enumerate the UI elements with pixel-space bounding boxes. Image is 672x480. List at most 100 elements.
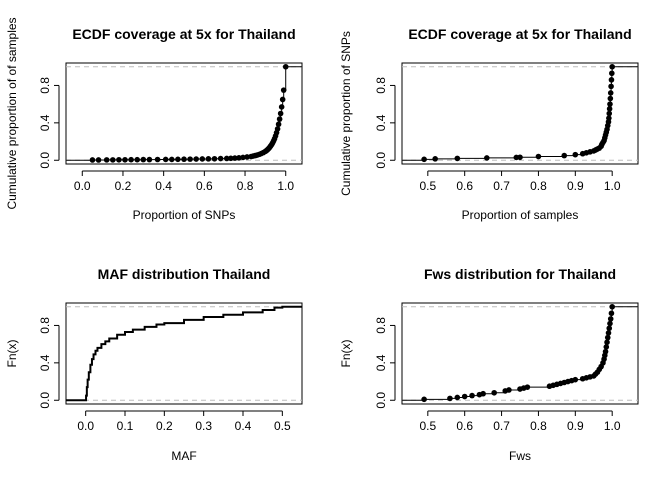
y-tick-label: 0.0 — [374, 392, 388, 409]
ecdf-step-line — [66, 305, 302, 402]
data-point — [134, 156, 141, 163]
y-axis-label: Cumulative proportion of of samples — [5, 17, 19, 209]
y-tick-label: 0.0 — [38, 152, 52, 169]
data-point — [606, 106, 613, 112]
x-tick-label: 0.2 — [156, 419, 173, 433]
data-point — [276, 116, 283, 122]
data-point — [187, 156, 193, 162]
data-point — [461, 393, 468, 400]
y-tick-label: 0.0 — [374, 152, 388, 169]
data-point — [140, 156, 147, 163]
y-axis-label: Cumulative proportion of SNPs — [339, 31, 353, 196]
data-point — [607, 320, 613, 327]
data-point — [447, 395, 453, 402]
x-tick-label: 1.0 — [604, 179, 621, 193]
x-axis-label: Proportion of samples — [462, 208, 579, 222]
data-point — [162, 156, 169, 163]
data-point — [480, 390, 486, 397]
data-point — [211, 155, 218, 162]
y-tick-label: 0.4 — [38, 114, 52, 131]
panel-fws-distribution: Fws distribution for Thailand 0.5 0.6 0.7 0.… — [339, 266, 639, 463]
x-tick-label: 0.7 — [493, 419, 510, 433]
data-point — [454, 155, 461, 162]
data-point — [607, 90, 614, 96]
data-point — [469, 392, 475, 399]
x-tick-label: 0.4 — [155, 179, 172, 193]
data-point — [181, 156, 187, 163]
data-point — [572, 376, 579, 383]
chart-title: ECDF coverage at 5x for Thailand — [72, 26, 295, 42]
x-axis-label: MAF — [171, 449, 196, 463]
x-tick-label: 0.8 — [237, 179, 254, 193]
data-point — [274, 126, 281, 132]
data-point — [240, 154, 246, 161]
panel-maf-distribution: MAF distribution Thailand 0.0 0.1 0.2 0.3 0.4… — [5, 266, 303, 463]
data-point — [275, 121, 282, 128]
data-point — [607, 95, 614, 102]
y-axis-label: Fn(x) — [339, 340, 353, 368]
data-point — [605, 330, 612, 336]
data-point — [193, 156, 200, 162]
data-point — [421, 156, 427, 163]
data-point — [227, 155, 234, 162]
x-tick-label: 0.1 — [117, 419, 134, 433]
data-point — [603, 344, 610, 350]
x-tick-label: 0.6 — [456, 179, 473, 193]
data-point — [606, 110, 613, 117]
plot-frame — [401, 302, 639, 405]
y-tick-label: 0.8 — [38, 317, 52, 334]
data-point — [572, 151, 579, 158]
y-tick-label: 0.0 — [38, 392, 52, 409]
data-point — [517, 154, 523, 161]
x-tick-label: 0.6 — [196, 179, 213, 193]
x-tick-label: 0.2 — [115, 179, 132, 193]
x-tick-label: 0.0 — [77, 419, 94, 433]
data-point — [421, 396, 427, 403]
data-point — [116, 156, 122, 163]
data-point — [608, 310, 615, 317]
y-tick-label: 0.8 — [374, 317, 388, 334]
panel-ecdf-samples: ECDF coverage at 5x for Thailand 0.5 0.6 0.… — [339, 26, 639, 222]
plot-frame — [65, 62, 303, 165]
data-point — [535, 153, 542, 160]
x-tick-label: 0.8 — [530, 419, 547, 433]
data-point — [280, 87, 287, 93]
data-point — [607, 316, 614, 322]
x-tick-label: 0.0 — [74, 179, 91, 193]
data-point — [432, 156, 438, 162]
data-point — [608, 83, 614, 90]
data-point — [607, 101, 613, 107]
data-point — [604, 339, 610, 346]
y-tick-label: 0.8 — [38, 77, 52, 94]
ecdf-step-line — [66, 66, 302, 161]
y-tick-label: 0.4 — [374, 114, 388, 131]
x-axis-label: Proportion of SNPs — [133, 208, 236, 222]
data-point — [223, 155, 230, 162]
data-point — [561, 152, 568, 159]
data-point — [122, 156, 128, 163]
data-point — [217, 155, 224, 162]
y-tick-label: 0.4 — [38, 354, 52, 371]
x-axis-label: Fws — [509, 449, 531, 463]
data-point — [154, 156, 161, 163]
data-point — [608, 77, 615, 83]
x-tick-label: 0.7 — [493, 179, 510, 193]
x-tick-label: 0.5 — [419, 179, 436, 193]
x-tick-label: 0.5 — [274, 419, 291, 433]
x-tick-label: 1.0 — [604, 419, 621, 433]
data-point — [491, 389, 497, 396]
y-tick-label: 0.8 — [374, 77, 388, 94]
y-tick-label: 0.4 — [374, 354, 388, 371]
data-point — [146, 156, 153, 163]
chart-title: MAF distribution Thailand — [98, 266, 271, 282]
data-point — [175, 156, 181, 163]
data-point — [609, 303, 615, 310]
data-point — [232, 155, 238, 161]
x-tick-label: 0.9 — [567, 419, 584, 433]
x-tick-label: 0.9 — [567, 179, 584, 193]
chart-title: Fws distribution for Thailand — [424, 266, 616, 282]
data-point — [454, 394, 461, 401]
data-point — [524, 384, 531, 390]
data-point — [602, 348, 609, 355]
